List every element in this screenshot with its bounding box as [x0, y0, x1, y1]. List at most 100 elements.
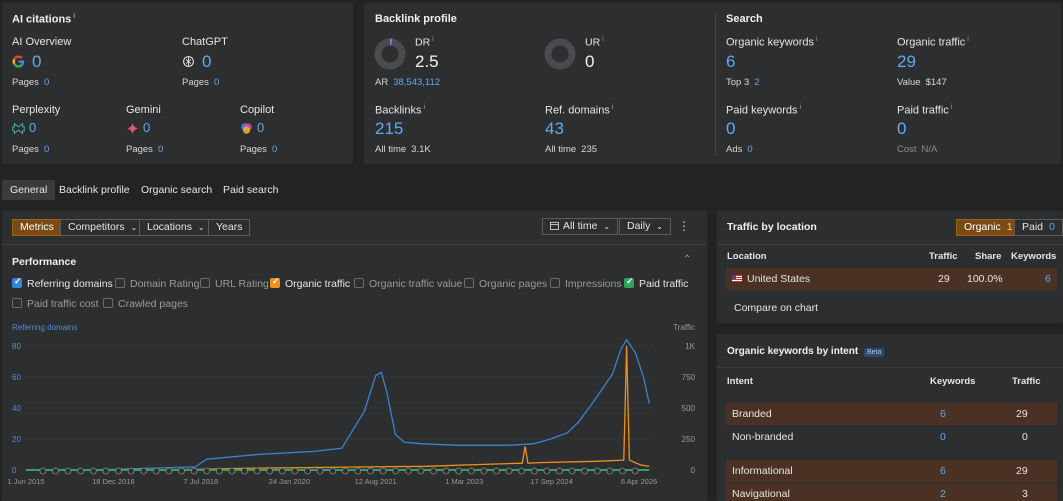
tab-paid-search[interactable]: Paid search	[223, 184, 279, 196]
traffic-by-location-card: Traffic by location Organic 1 Paid 0	[717, 211, 1063, 323]
table-row[interactable]: United States 29 100.0% 6	[726, 268, 1057, 290]
tab-general[interactable]: General	[2, 180, 56, 200]
left-axis-label: Referring domains	[12, 323, 78, 332]
tab-backlink-profile[interactable]: Backlink profile	[59, 184, 130, 196]
checkbox-referring-domains[interactable]: Referring domains	[12, 276, 113, 290]
right-tick-label: 0	[691, 466, 696, 475]
table-row[interactable]: Navigational 2 3	[726, 483, 1057, 501]
table-row[interactable]: Informational 6 29	[726, 460, 1057, 482]
toggle-organic-button[interactable]: Organic 1	[956, 219, 1021, 236]
intent-keywords[interactable]: 2	[940, 488, 946, 500]
checkbox-organic-traffic-value[interactable]: Organic traffic value	[354, 278, 462, 290]
chatgpt-label: ChatGPT	[182, 36, 228, 48]
intent-keywords[interactable]: 6	[940, 465, 946, 477]
tab-organic-search[interactable]: Organic search	[141, 184, 213, 196]
col-intent: Intent	[727, 376, 753, 387]
paid-keywords-value[interactable]: 0	[726, 119, 736, 138]
ads-count: Ads 0	[726, 144, 753, 155]
right-tick-label: 750	[682, 373, 696, 382]
col-intent-keywords: Keywords	[930, 376, 976, 387]
dr-donut-icon	[374, 38, 406, 70]
annotation-marker	[178, 467, 185, 475]
col-traffic: Traffic	[929, 251, 958, 262]
competitors-dropdown[interactable]: Competitors ⌄	[60, 219, 146, 236]
perplexity-value[interactable]: 0	[29, 120, 37, 135]
annotation-marker	[140, 467, 148, 475]
metrics-button[interactable]: Metrics	[12, 219, 62, 236]
checkbox-url-rating[interactable]: URL Rating	[200, 278, 269, 290]
chevron-down-icon: ⌄	[603, 222, 611, 231]
us-flag-icon	[732, 275, 742, 282]
chatgpt-value[interactable]: 0	[202, 52, 212, 71]
toggle-paid-button[interactable]: Paid 0	[1014, 219, 1063, 236]
checkbox-crawled-pages[interactable]: Crawled pages	[103, 298, 188, 310]
table-row[interactable]: Branded 6 29	[726, 403, 1057, 425]
intent-name: Navigational	[732, 488, 790, 500]
annotation-marker	[442, 467, 450, 475]
ref-domains-value[interactable]: 43	[545, 119, 564, 138]
ur-donut-icon	[544, 38, 576, 70]
left-tick-label: 80	[12, 342, 21, 351]
checkbox-domain-rating[interactable]: Domain Rating	[115, 278, 199, 290]
checkbox-paid-traffic-cost[interactable]: Paid traffic cost	[12, 298, 99, 310]
copilot-icon	[241, 123, 252, 134]
left-tick-label: 40	[12, 404, 21, 413]
annotation-marker	[316, 467, 324, 475]
paid-keywords-label: Paid keywords i	[726, 104, 802, 117]
annotation-marker	[631, 467, 639, 475]
table-row[interactable]: Non-branded 0 0	[726, 426, 1057, 448]
ai-overview-value[interactable]: 0	[32, 52, 42, 71]
compare-on-chart-link[interactable]: Compare on chart	[734, 302, 819, 314]
checkbox-organic-traffic[interactable]: Organic traffic	[270, 276, 350, 290]
copilot-value[interactable]: 0	[257, 120, 265, 135]
intent-name: Informational	[732, 465, 793, 477]
intent-keywords[interactable]: 0	[940, 431, 946, 443]
locations-dropdown[interactable]: Locations ⌄	[139, 219, 213, 236]
x-tick-label: 1 Mar 2023	[445, 477, 483, 486]
annotation-marker	[392, 467, 400, 475]
annotation-marker	[102, 467, 110, 475]
dr-value: 2.5	[415, 52, 439, 71]
checkbox-organic-pages[interactable]: Organic pages	[464, 278, 547, 290]
card-divider	[717, 367, 1063, 368]
paid-traffic-value[interactable]: 0	[897, 119, 907, 138]
location-keywords[interactable]: 6	[1045, 273, 1051, 285]
annotation-marker	[505, 467, 513, 475]
backlinks-value[interactable]: 215	[375, 119, 404, 138]
paid-cost: Cost N/A	[897, 144, 938, 155]
ai-overview-pages: Pages 0	[12, 77, 50, 88]
paid-traffic-label: Paid traffic i	[897, 104, 953, 117]
granularity-dropdown[interactable]: Daily ⌄	[619, 218, 671, 235]
annotation-marker	[241, 467, 248, 475]
intent-keywords[interactable]: 6	[940, 408, 946, 420]
organic-keywords-value[interactable]: 6	[726, 52, 736, 71]
backlinks-label: Backlinks i	[375, 104, 426, 117]
checkbox-impressions[interactable]: Impressions	[550, 278, 622, 290]
calendar-icon	[550, 221, 559, 230]
performance-chart[interactable]: 80 60 40 20 0 1K 750 500 250 0 1 Jun 2015 18 Dec 20…	[2, 336, 707, 501]
intent-name: Non-branded	[732, 431, 794, 443]
annotation-marker	[493, 467, 500, 475]
gemini-value[interactable]: 0	[143, 120, 151, 135]
organic-keywords-label: Organic keywords i	[726, 36, 818, 49]
x-tick-label: 24 Jan 2020	[269, 477, 310, 486]
organic-traffic-value[interactable]: 29	[897, 52, 916, 71]
ai-overview-label: AI Overview	[12, 36, 72, 48]
years-button[interactable]: Years	[208, 219, 251, 236]
date-range-dropdown[interactable]: All time ⌄	[542, 218, 619, 235]
backlink-profile-title: Backlink profile	[375, 13, 457, 25]
more-options-icon[interactable]: ⋮	[678, 219, 690, 233]
right-tick-label: 1K	[685, 342, 695, 351]
collapse-chevron-icon[interactable]: ⌃	[683, 254, 692, 265]
location-name: United States	[747, 273, 811, 285]
traffic-by-location-title: Traffic by location	[727, 221, 817, 233]
card-divider	[717, 244, 1063, 245]
annotation-marker	[152, 467, 160, 475]
checkbox-paid-traffic[interactable]: Paid traffic	[624, 276, 688, 290]
ar-rank: AR 38,543,112	[375, 77, 441, 88]
traffic-value: Value $147	[897, 77, 947, 88]
beta-badge: Beta	[863, 348, 885, 357]
annotation-marker	[64, 467, 72, 475]
card-divider	[715, 13, 716, 156]
